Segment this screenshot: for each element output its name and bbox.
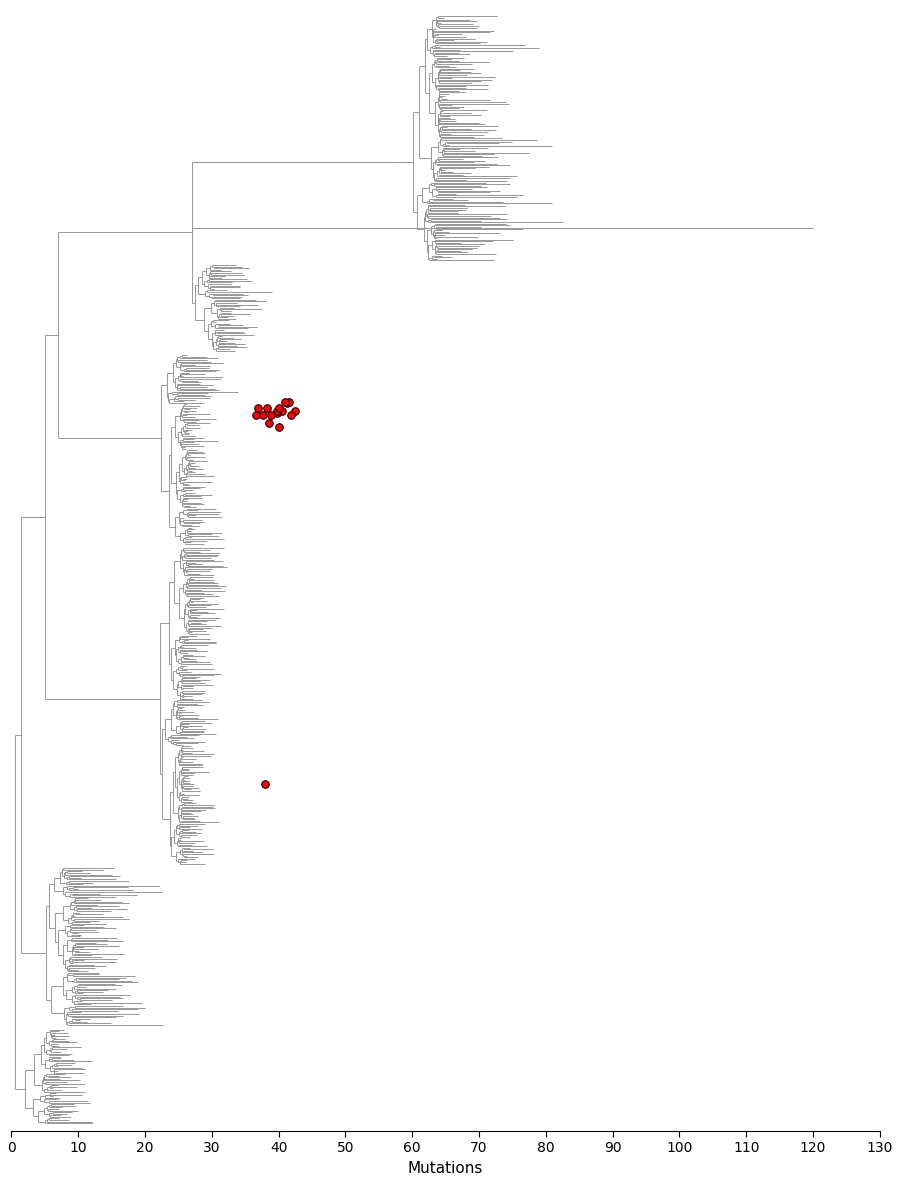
Point [280,394,294,413]
Point [274,401,289,420]
Point [260,399,274,418]
Point [256,406,270,425]
Point [270,401,284,420]
Point [272,399,286,418]
Point [261,413,275,432]
Point [272,418,286,437]
Point [258,775,273,794]
X-axis label: Mutations: Mutations [408,1161,483,1176]
Point [288,401,302,420]
Point [284,406,298,425]
Point [248,406,263,425]
Point [251,399,266,418]
Point [278,393,293,412]
Point [282,393,296,412]
Point [270,403,284,422]
Point [264,406,278,425]
